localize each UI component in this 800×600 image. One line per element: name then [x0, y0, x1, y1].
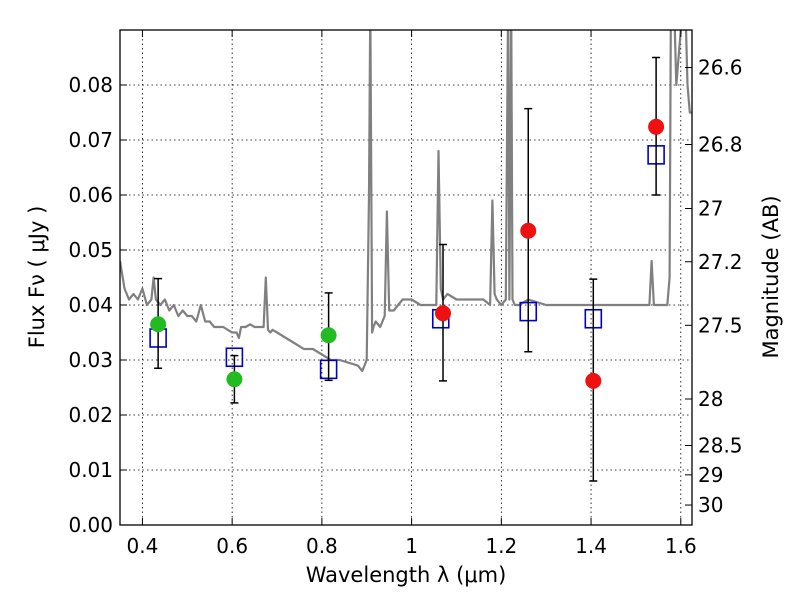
magnitude-tick-label: 27 [698, 197, 723, 221]
x-tick-label: 0.4 [127, 534, 159, 558]
y-tick-label: 0.01 [68, 458, 113, 482]
magnitude-tick-label: 29 [698, 463, 723, 487]
x-tick-label: 1.4 [575, 534, 607, 558]
x-tick-label: 1.6 [665, 534, 697, 558]
spectrum-line [120, 30, 692, 373]
x-tick-label: 1 [405, 534, 418, 558]
magnitude-tick-label: 30 [698, 493, 723, 517]
y-tick-label: 0.02 [68, 403, 113, 427]
magnitude-tick-label: 26.6 [698, 56, 743, 80]
right-axis-label: Magnitude (AB) [759, 195, 783, 358]
y-tick-label: 0.03 [68, 348, 113, 372]
red-data-point [585, 372, 602, 389]
grid-lines [120, 30, 692, 526]
magnitude-tick-label: 26.8 [698, 132, 743, 156]
green-data-point [150, 316, 167, 333]
magnitude-tick-label: 27.2 [698, 250, 743, 274]
y-axis-label: Flux Fν ( μJy ) [25, 206, 49, 349]
magnitude-tick-label: 28.5 [698, 434, 743, 458]
green-data-point [226, 371, 243, 388]
x-tick-label: 0.8 [306, 534, 338, 558]
y-tick-label: 0.04 [68, 293, 113, 317]
red-data-point [435, 305, 452, 322]
y-tick-label: 0.06 [68, 183, 113, 207]
x-axis-label: Wavelength λ (μm) [306, 563, 507, 587]
x-tick-label: 1.2 [485, 534, 517, 558]
x-tick-label: 0.6 [216, 534, 248, 558]
y-tick-label: 0.08 [68, 73, 113, 97]
magnitude-tick-label: 28 [698, 387, 723, 411]
red-data-point [648, 118, 665, 135]
plot-frame [119, 29, 693, 526]
y-tick-label: 0.05 [68, 238, 113, 262]
red-data-point [520, 222, 537, 239]
magnitude-tick-label: 27.5 [698, 313, 743, 337]
y-tick-label: 0.00 [68, 513, 113, 537]
y-tick-label: 0.07 [68, 128, 113, 152]
green-data-point [320, 327, 337, 344]
